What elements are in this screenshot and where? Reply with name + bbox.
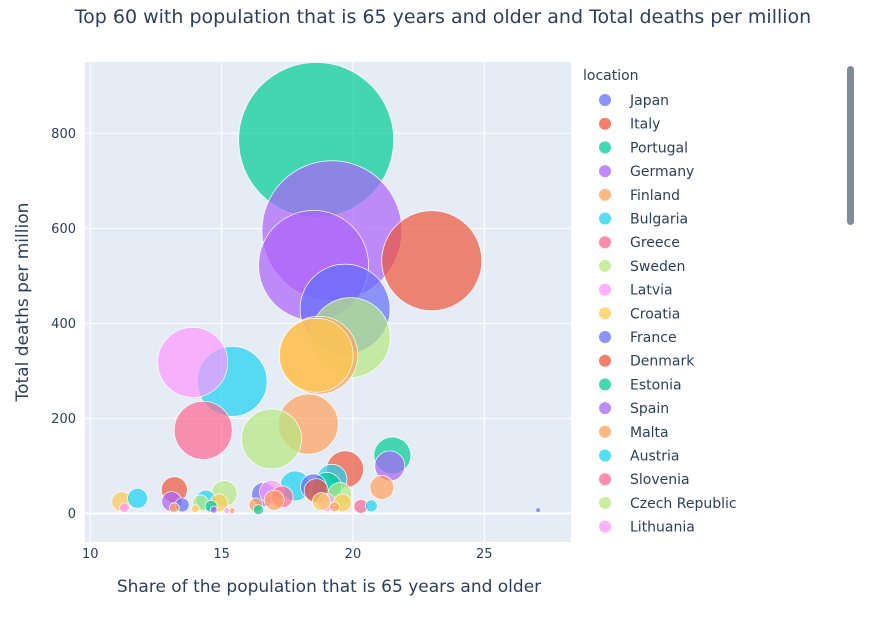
- x-tick-label: 10: [82, 547, 99, 562]
- legend-label: Malta: [630, 425, 669, 441]
- legend-marker: [599, 449, 611, 462]
- legend-item-greece[interactable]: Greece: [599, 235, 680, 251]
- legend-item-japan[interactable]: Japan: [599, 93, 669, 109]
- legend-label: Greece: [630, 235, 680, 251]
- legend-label: Denmark: [630, 354, 695, 370]
- legend-marker: [599, 283, 611, 296]
- bubble-point[interactable]: [263, 489, 285, 511]
- legend-label: Finland: [630, 188, 680, 204]
- legend-label: Latvia: [630, 283, 673, 299]
- legend[interactable]: Japan Italy Portugal Germany Finland Bulgaria…: [599, 93, 737, 536]
- bubble-point[interactable]: [168, 502, 180, 514]
- bubble-latvia[interactable]: [157, 327, 229, 398]
- bubble-czech-republic[interactable]: [241, 408, 302, 470]
- legend-item-austria[interactable]: Austria: [599, 449, 679, 465]
- legend-marker: [599, 212, 611, 225]
- legend-label: Lithuania: [630, 520, 695, 536]
- legend-label: Portugal: [630, 140, 688, 156]
- bubble-italy[interactable]: [381, 210, 483, 312]
- legend-label: Spain: [630, 401, 669, 417]
- legend-title[interactable]: location: [583, 68, 639, 84]
- legend-label: Sweden: [630, 259, 685, 275]
- legend-item-germany[interactable]: Germany: [599, 164, 694, 180]
- legend-marker: [599, 236, 611, 249]
- bubble-point[interactable]: [119, 502, 130, 514]
- legend-label: Estonia: [630, 377, 682, 393]
- legend-label: Bulgaria: [630, 212, 688, 228]
- legend-label: Czech Republic: [630, 496, 737, 512]
- legend-marker: [599, 402, 611, 415]
- legend-item-italy[interactable]: Italy: [599, 117, 660, 133]
- x-tick-labels: 10 15 20 25: [82, 547, 493, 562]
- legend-item-latvia[interactable]: Latvia: [599, 283, 673, 299]
- legend-item-malta[interactable]: Malta: [599, 425, 669, 441]
- bubble-point[interactable]: [253, 504, 264, 516]
- legend-item-finland[interactable]: Finland: [599, 188, 680, 204]
- legend-label: France: [630, 330, 677, 346]
- legend-marker: [599, 307, 611, 320]
- legend-marker: [599, 425, 611, 438]
- legend-marker: [599, 354, 611, 367]
- legend-item-croatia[interactable]: Croatia: [599, 306, 680, 322]
- bubble-point[interactable]: [312, 492, 331, 511]
- legend-marker: [599, 520, 611, 533]
- legend-marker: [599, 141, 611, 154]
- legend-item-spain[interactable]: Spain: [599, 401, 669, 417]
- legend-scrollbar[interactable]: [847, 66, 854, 225]
- legend-marker: [599, 165, 611, 178]
- legend-item-czech-republic[interactable]: Czech Republic: [599, 496, 737, 512]
- legend-marker: [599, 496, 611, 509]
- legend-marker: [599, 117, 611, 130]
- x-tick-label: 20: [345, 547, 362, 562]
- x-tick-label: 25: [476, 547, 493, 562]
- bubble-point[interactable]: [209, 505, 218, 514]
- legend-item-sweden[interactable]: Sweden: [599, 259, 685, 275]
- legend-marker: [599, 94, 611, 106]
- bubble-point[interactable]: [190, 504, 200, 514]
- legend-item-slovenia[interactable]: Slovenia: [599, 472, 690, 488]
- legend-item-denmark[interactable]: Denmark: [599, 354, 695, 370]
- legend-marker: [599, 259, 611, 272]
- y-tick-labels: 0 200 400 600 800: [51, 127, 76, 522]
- bubble-croatia[interactable]: [278, 317, 354, 393]
- legend-marker: [599, 378, 611, 391]
- bubble-point[interactable]: [127, 487, 148, 509]
- legend-item-estonia[interactable]: Estonia: [599, 377, 682, 393]
- legend-marker: [599, 331, 611, 343]
- x-tick-label: 15: [213, 547, 230, 562]
- y-axis-title: Total deaths per million: [13, 203, 33, 403]
- chart-title: Top 60 with population that is 65 years …: [74, 6, 811, 28]
- legend-label: Italy: [630, 117, 660, 133]
- bubble-greece[interactable]: [173, 400, 233, 460]
- legend-label: Austria: [630, 449, 679, 465]
- legend-item-lithuania[interactable]: Lithuania: [599, 520, 695, 536]
- y-tick-label: 800: [51, 127, 76, 142]
- legend-item-france[interactable]: France: [599, 330, 677, 346]
- legend-label: Slovenia: [630, 472, 690, 488]
- x-axis-title: Share of the population that is 65 years…: [117, 577, 541, 597]
- legend-marker: [599, 473, 611, 486]
- bubble-point[interactable]: [369, 474, 395, 500]
- data-points: [111, 62, 542, 516]
- legend-item-portugal[interactable]: Portugal: [599, 140, 688, 156]
- legend-label: Croatia: [630, 306, 680, 322]
- legend-label: Japan: [629, 93, 669, 109]
- legend-item-bulgaria[interactable]: Bulgaria: [599, 212, 688, 228]
- legend-label: Germany: [630, 164, 694, 180]
- y-tick-label: 400: [51, 317, 76, 332]
- bubble-point[interactable]: [228, 507, 236, 514]
- legend-marker: [599, 188, 611, 201]
- y-tick-label: 200: [51, 412, 76, 427]
- y-tick-label: 600: [51, 222, 76, 237]
- y-tick-label: 0: [68, 507, 76, 522]
- bubble-point[interactable]: [329, 501, 340, 513]
- bubble-japan[interactable]: [535, 507, 542, 514]
- bubble-point[interactable]: [364, 499, 378, 513]
